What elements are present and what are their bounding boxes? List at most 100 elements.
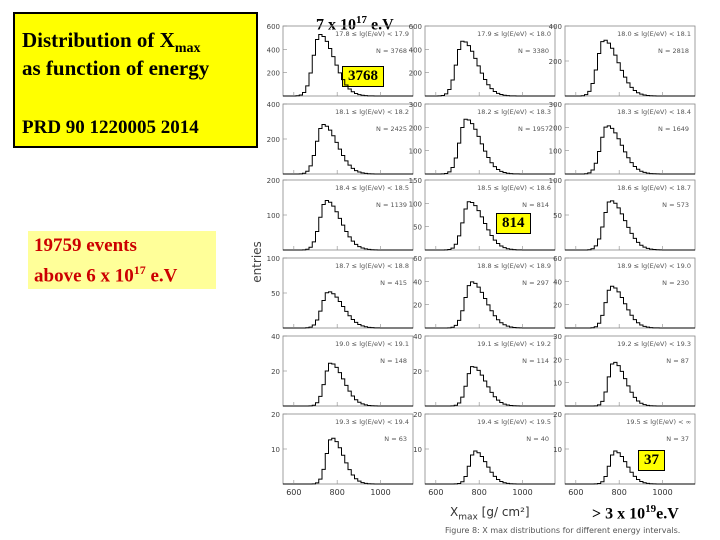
panel-n-label: N = 114: [522, 357, 549, 365]
panel-n-label: N = 3380: [518, 47, 549, 55]
panel-frame: [424, 25, 556, 97]
panel-frame: [282, 25, 414, 97]
energy-low-label: 7 x 1017 e.V: [316, 14, 394, 34]
x-tick-label: 1000: [652, 488, 672, 497]
panel-energy-label: 19.0 ≤ lg(E/eV) < 19.1: [335, 340, 409, 348]
panel-frame: [424, 103, 556, 175]
y-tick-label: 400: [409, 46, 422, 54]
y-tick-label: 50: [413, 224, 422, 232]
title-line2: as function of energy: [22, 56, 210, 80]
histogram-series: [565, 285, 695, 329]
y-tick-label: 10: [413, 446, 422, 454]
title-line1: Distribution of Xmax: [22, 28, 201, 57]
panel-energy-label: 18.0 ≤ lg(E/eV) < 18.1: [617, 30, 691, 38]
y-tick-label: 40: [413, 333, 422, 341]
histogram-series: [565, 361, 695, 407]
panel-energy-label: 19.5 ≤ lg(E/eV) < ∞: [626, 418, 691, 426]
panel-n-label: N = 2818: [658, 47, 689, 55]
energy-high-label: > 3 x 1019e.V: [592, 503, 679, 523]
y-tick-label: 100: [267, 255, 280, 263]
panel-energy-label: 18.8 ≤ lg(E/eV) < 18.9: [477, 262, 551, 270]
y-tick-label: 600: [409, 23, 422, 31]
y-tick-label: 400: [267, 46, 280, 54]
panel-frame: [564, 103, 696, 175]
x-tick-label: 800: [472, 488, 487, 497]
panel-energy-label: 19.2 ≤ lg(E/eV) < 19.3: [617, 340, 691, 348]
y-tick-label: 300: [409, 101, 422, 109]
panel-n-label: N = 297: [522, 279, 549, 287]
histogram-series: [425, 118, 555, 175]
panel-energy-label: 18.5 ≤ lg(E/eV) < 18.6: [477, 184, 551, 192]
x-tick-label: 1000: [370, 488, 390, 497]
panel-energy-label: 18.4 ≤ lg(E/eV) < 18.5: [335, 184, 409, 192]
panel-frame: [564, 335, 696, 407]
panel-frame: [424, 179, 556, 251]
panel-energy-label: 17.8 ≤ lg(E/eV) < 17.9: [335, 30, 409, 38]
y-tick-label: 40: [271, 333, 280, 341]
y-tick-label: 200: [267, 70, 280, 78]
panel-n-label: N = 1957: [518, 125, 549, 133]
y-tick-label: 20: [553, 302, 562, 310]
y-tick-label: 10: [553, 446, 562, 454]
figure-caption: Figure 8: X max distributions for differ…: [445, 526, 681, 535]
y-tick-label: 50: [271, 290, 280, 298]
histogram-series: [283, 124, 413, 175]
panel-n-label: N = 3768: [376, 47, 407, 55]
panel-energy-label: 18.3 ≤ lg(E/eV) < 18.4: [617, 108, 691, 116]
histogram-series: [425, 366, 555, 407]
panel-frame: [564, 257, 696, 329]
y-tick-label: 200: [409, 70, 422, 78]
histogram-series: [283, 437, 413, 485]
y-tick-label: 60: [413, 255, 422, 263]
y-tick-label: 200: [267, 136, 280, 144]
histogram-series: [283, 291, 413, 329]
events-threshold: above 6 x 1017 e.V: [34, 263, 178, 287]
panel-n-label: N = 40: [526, 435, 549, 443]
x-tick-label: 600: [286, 488, 301, 497]
title-box: [13, 12, 258, 148]
panel-frame: [424, 257, 556, 329]
panel-n-label: N = 87: [666, 357, 689, 365]
y-tick-label: 20: [271, 368, 280, 376]
y-tick-label: 150: [409, 177, 422, 185]
histogram-series: [283, 362, 413, 407]
panel-energy-label: 18.1 ≤ lg(E/eV) < 18.2: [335, 108, 409, 116]
panel-energy-label: 19.4 ≤ lg(E/eV) < 19.5: [477, 418, 551, 426]
y-tick-label: 60: [553, 255, 562, 263]
y-tick-label: 200: [549, 124, 562, 132]
histogram-series: [425, 281, 555, 329]
y-tick-label: 400: [549, 23, 562, 31]
panel-n-label: N = 814: [522, 201, 549, 209]
y-tick-label: 200: [409, 124, 422, 132]
panel-energy-label: 19.3 ≤ lg(E/eV) < 19.4: [335, 418, 409, 426]
x-axis-title: Xmax [g/ cm²]: [450, 505, 530, 523]
panel-n-label: N = 63: [384, 435, 407, 443]
panel-n-label: N = 148: [380, 357, 407, 365]
y-tick-label: 40: [553, 278, 562, 286]
tag-mid-panel-count: 814: [496, 213, 531, 234]
panel-n-label: N = 573: [662, 201, 689, 209]
y-tick-label: 20: [413, 368, 422, 376]
tag-last-panel-count: 37: [638, 450, 665, 471]
histogram-series: [565, 125, 695, 175]
y-tick-label: 20: [553, 356, 562, 364]
y-tick-label: 200: [267, 177, 280, 185]
y-tick-label: 100: [549, 177, 562, 185]
y-tick-label: 20: [553, 411, 562, 419]
y-tick-label: 50: [553, 212, 562, 220]
histogram-series: [425, 40, 555, 97]
histogram-series: [565, 200, 695, 251]
panel-n-label: N = 230: [662, 279, 689, 287]
y-tick-label: 10: [271, 446, 280, 454]
panel-n-label: N = 415: [380, 279, 407, 287]
y-tick-label: 100: [409, 148, 422, 156]
histogram-series: [283, 33, 413, 97]
x-tick-label: 600: [568, 488, 583, 497]
panel-energy-label: 19.1 ≤ lg(E/eV) < 19.2: [477, 340, 551, 348]
y-tick-label: 30: [553, 333, 562, 341]
panel-n-label: N = 1649: [658, 125, 689, 133]
x-tick-label: 1000: [512, 488, 532, 497]
histogram-series: [283, 200, 413, 251]
panel-n-label: N = 37: [666, 435, 689, 443]
